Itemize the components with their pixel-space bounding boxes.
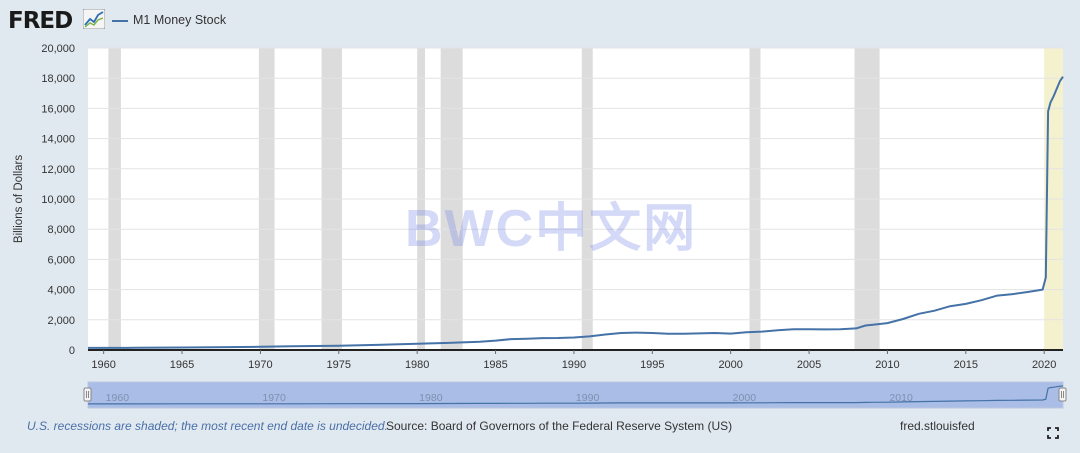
x-tick-label: 1960 [91, 359, 115, 371]
x-tick-label: 1995 [640, 359, 664, 371]
y-tick-label: 6,000 [47, 254, 75, 266]
x-tick-label: 1965 [170, 359, 194, 371]
navigator-series-line [88, 385, 1064, 405]
x-tick-label: 2005 [797, 359, 821, 371]
chart: 0 2,000 4,000 6,000 8,000 10,000 12,000 14,000 1… [13, 43, 1067, 409]
range-navigator[interactable]: 1960 1970 1980 1990 2000 2010 [83, 381, 1067, 409]
legend-swatch [112, 20, 128, 22]
x-tick-label: 2015 [954, 359, 978, 371]
navigator-tick-label: 2010 [889, 392, 913, 404]
navigator-left-handle[interactable] [83, 387, 92, 402]
x-tick-label: 1980 [405, 359, 429, 371]
fred-chart-logo-icon [83, 9, 105, 29]
y-tick-label: 0 [69, 345, 75, 357]
x-tick-label: 2020 [1032, 359, 1056, 371]
legend-label: M1 Money Stock [133, 13, 227, 27]
navigator-tick-label: 2000 [733, 392, 757, 404]
x-tick-label: 2010 [875, 359, 899, 371]
y-tick-label: 10,000 [41, 194, 75, 206]
x-tick-labels: 1960 1965 1970 1975 1980 1985 1990 1995 2000 2005… [91, 350, 1056, 371]
navigator-right-handle[interactable] [1058, 387, 1067, 402]
y-tick-label: 4,000 [47, 285, 75, 297]
header: FRED M1 Money Stock [0, 0, 1080, 44]
navigator-tick-label: 1960 [106, 392, 130, 404]
y-tick-label: 8,000 [47, 224, 75, 236]
gridlines [88, 47, 1063, 321]
x-tick-label: 1990 [562, 359, 586, 371]
y-tick-label: 20,000 [41, 43, 75, 55]
source-text: Source: Board of Governors of the Federa… [386, 419, 733, 433]
y-tick-label: 2,000 [47, 315, 75, 327]
x-tick-label: 1970 [248, 359, 272, 371]
y-axis-label: Billions of Dollars [13, 155, 25, 243]
navigator-tick-label: 1990 [576, 392, 600, 404]
y-tick-label: 18,000 [41, 73, 75, 85]
series-line [88, 76, 1064, 349]
x-tick-label: 2000 [718, 359, 742, 371]
x-tick-label: 1985 [483, 359, 507, 371]
y-tick-labels: 0 2,000 4,000 6,000 8,000 10,000 12,000 14,000 1… [41, 43, 75, 357]
navigator-tick-label: 1970 [262, 392, 286, 404]
fullscreen-icon[interactable] [1047, 427, 1059, 439]
series-layer [88, 76, 1064, 349]
navigator-tick-labels: 1960 1970 1980 1990 2000 2010 [106, 392, 913, 404]
fred-logo[interactable]: FRED [8, 8, 73, 34]
x-tick-label: 1975 [327, 359, 351, 371]
y-tick-label: 14,000 [41, 134, 75, 146]
y-tick-label: 12,000 [41, 164, 75, 176]
fred-link[interactable]: fred.stlouisfed [900, 419, 975, 433]
y-tick-label: 16,000 [41, 103, 75, 115]
navigator-tick-label: 1980 [419, 392, 443, 404]
recession-note: U.S. recessions are shaded; the most rec… [27, 419, 388, 433]
